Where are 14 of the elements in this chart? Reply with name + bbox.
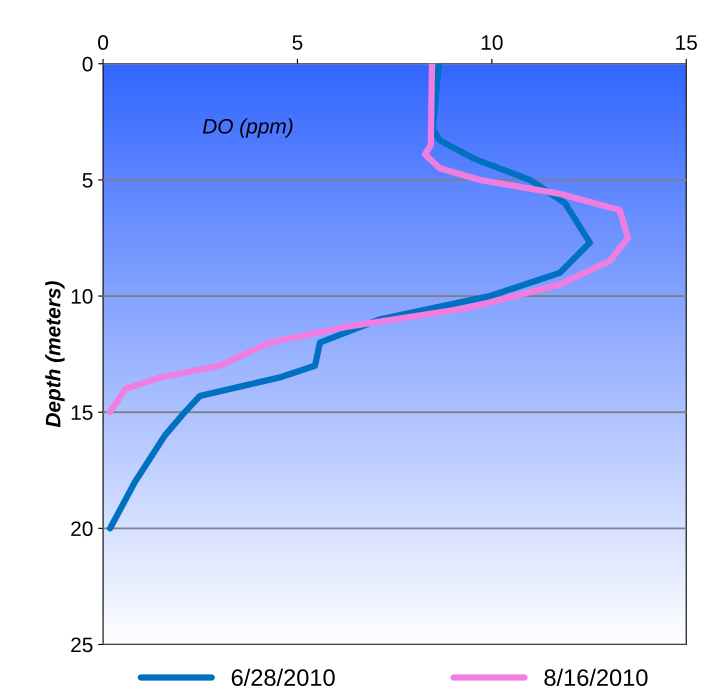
x-tick-label: 10 [482, 35, 503, 50]
legend-label: 8/16/2010 [544, 668, 648, 686]
x-tick-label: 0 [98, 35, 108, 50]
annotation: DO (ppm) [202, 118, 292, 138]
y-tick-label: 5 [82, 173, 92, 188]
legend-label: 6/28/2010 [232, 668, 335, 686]
y-tick-label: 10 [72, 289, 93, 304]
y-axis-title: Depth (meters) [45, 281, 65, 428]
x-tick-label: 5 [292, 35, 302, 50]
x-tick-label: 15 [676, 35, 697, 50]
y-tick-label: 25 [71, 637, 92, 652]
y-tick-label: 15 [72, 405, 92, 420]
y-tick-label: 20 [71, 521, 93, 536]
y-tick-label: 0 [82, 56, 93, 72]
